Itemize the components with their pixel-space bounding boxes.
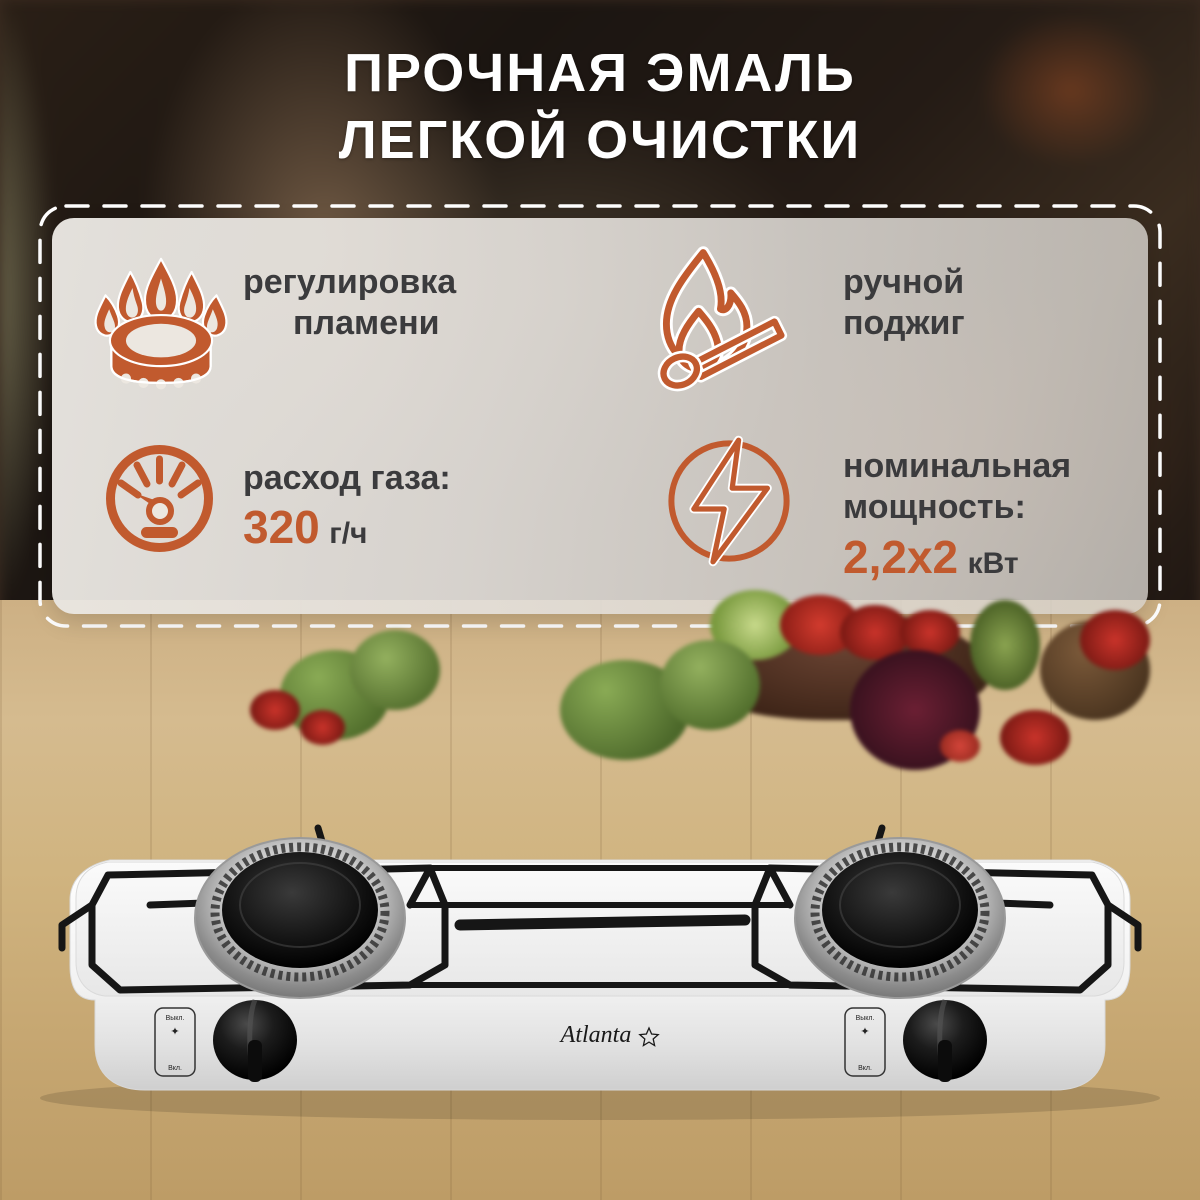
svg-text:Вкл.: Вкл. (168, 1065, 182, 1072)
svg-text:Выкл.: Выкл. (856, 1015, 875, 1022)
svg-text:Выкл.: Выкл. (166, 1015, 185, 1022)
svg-text:Вкл.: Вкл. (858, 1065, 872, 1072)
svg-text:✦: ✦ (170, 1026, 179, 1038)
svg-text:✦: ✦ (860, 1026, 869, 1038)
svg-text:Atlanta: Atlanta (559, 1022, 632, 1048)
